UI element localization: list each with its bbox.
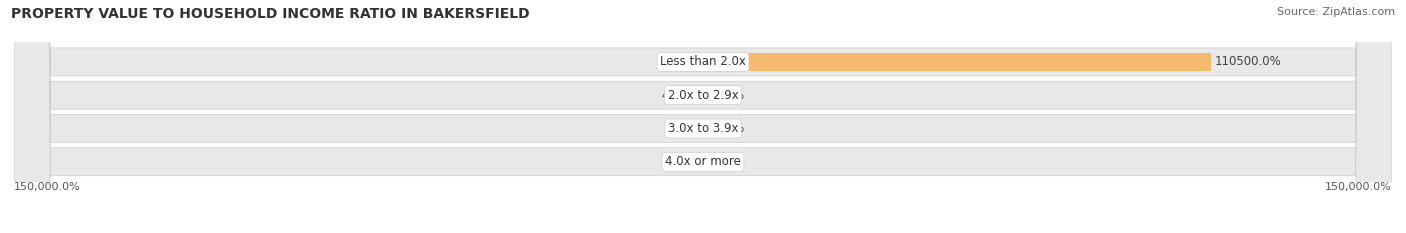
Text: 4.0%: 4.0% — [707, 155, 737, 168]
Text: 150,000.0%: 150,000.0% — [14, 182, 80, 192]
Text: 3.0x to 3.9x: 3.0x to 3.9x — [668, 122, 738, 135]
Text: 54.0%: 54.0% — [707, 89, 745, 102]
Text: 110500.0%: 110500.0% — [1215, 55, 1281, 69]
Text: 150,000.0%: 150,000.0% — [1326, 182, 1392, 192]
Text: 5.9%: 5.9% — [669, 122, 699, 135]
Text: 2.0x to 2.9x: 2.0x to 2.9x — [668, 89, 738, 102]
Text: 4.0x or more: 4.0x or more — [665, 155, 741, 168]
FancyBboxPatch shape — [14, 0, 1392, 233]
Text: PROPERTY VALUE TO HOUSEHOLD INCOME RATIO IN BAKERSFIELD: PROPERTY VALUE TO HOUSEHOLD INCOME RATIO… — [11, 7, 530, 21]
FancyBboxPatch shape — [14, 0, 1392, 233]
Bar — [703, 53, 1211, 71]
Text: Source: ZipAtlas.com: Source: ZipAtlas.com — [1277, 7, 1395, 17]
FancyBboxPatch shape — [14, 0, 1392, 233]
Text: Less than 2.0x: Less than 2.0x — [659, 55, 747, 69]
Text: 17.7%: 17.7% — [661, 55, 699, 69]
Text: 24.0%: 24.0% — [707, 122, 745, 135]
FancyBboxPatch shape — [14, 0, 1392, 233]
Text: 35.3%: 35.3% — [662, 155, 699, 168]
Text: 41.2%: 41.2% — [661, 89, 699, 102]
